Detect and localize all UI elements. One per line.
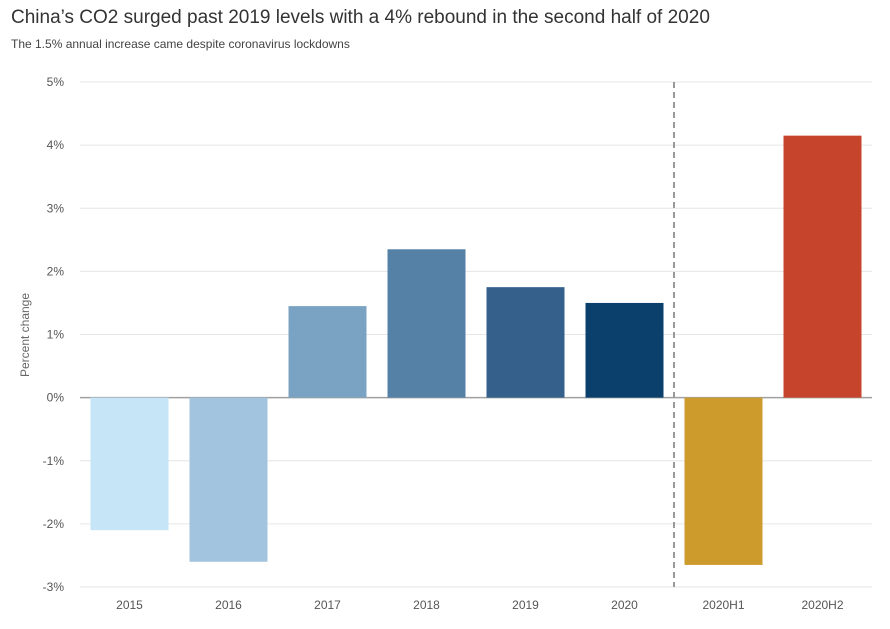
bar-2018 [387, 249, 466, 398]
chart-subtitle: The 1.5% annual increase came despite co… [11, 37, 350, 51]
bar-2016 [189, 397, 268, 562]
y-tick-label: 4% [47, 138, 65, 152]
x-tick-label: 2019 [512, 598, 539, 612]
bar-2020 [585, 302, 664, 398]
x-tick-label: 2018 [413, 598, 440, 612]
bar-2015 [90, 397, 169, 531]
y-axis-ticks: 5% 4% 3% 2% 1% 0% -1% -2% -3% [43, 75, 65, 594]
chart-title: China’s CO2 surged past 2019 levels with… [11, 7, 710, 28]
x-tick-label: 2016 [215, 598, 242, 612]
y-tick-label: 2% [47, 264, 65, 278]
y-tick-label: -1% [43, 454, 65, 468]
bar-2020H2 [783, 135, 862, 398]
y-tick-label: 1% [47, 328, 65, 342]
x-tick-label: 2015 [116, 598, 143, 612]
y-tick-label: -3% [43, 580, 65, 594]
x-tick-label: 2017 [314, 598, 341, 612]
y-tick-label: 3% [47, 201, 65, 215]
bar-2019 [486, 287, 565, 398]
y-tick-label: -2% [43, 517, 65, 531]
y-tick-label: 0% [47, 391, 65, 405]
x-axis-ticks: 2015 2016 2017 2018 2019 2020 2020H1 2020H2 [116, 598, 844, 612]
bar-2017 [288, 306, 367, 398]
y-axis-label: Percent change [18, 293, 32, 377]
bar-2020H1 [684, 397, 763, 565]
x-tick-label: 2020H2 [801, 598, 843, 612]
y-tick-label: 5% [47, 75, 65, 89]
x-tick-label: 2020 [611, 598, 638, 612]
x-tick-label: 2020H1 [702, 598, 744, 612]
bars [90, 82, 862, 587]
